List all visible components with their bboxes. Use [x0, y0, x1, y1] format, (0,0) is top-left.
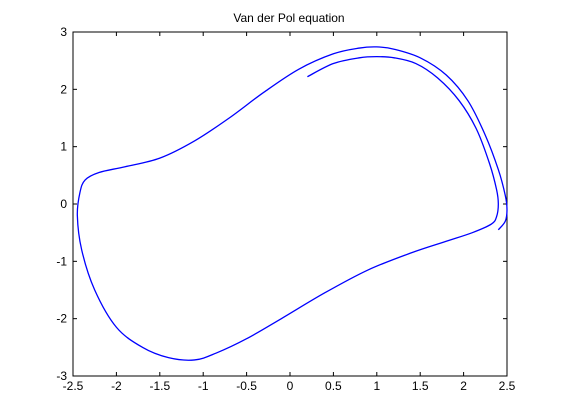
- x-tick-label: -2: [111, 379, 122, 393]
- axis-ticks: -2.5 -2 -1.5 -1 -0.5 0 0.5 1 1.5 2 2.5 -3 -2 -1 0 1 2 3: [56, 25, 515, 393]
- chart-title: Van der Pol equation: [233, 11, 344, 25]
- x-tick-label: 2: [460, 379, 467, 393]
- y-tick-label: 0: [60, 197, 67, 211]
- y-tick-label: 3: [60, 25, 67, 39]
- plot-frame: [72, 31, 508, 377]
- x-tick-label: 1.5: [412, 379, 429, 393]
- y-tick-label: -1: [56, 254, 67, 268]
- x-tick-label: 0.5: [325, 379, 342, 393]
- x-tick-label: -1: [198, 379, 209, 393]
- x-tick-label: 2.5: [499, 379, 516, 393]
- y-tick-label: 2: [60, 82, 67, 96]
- x-tick-label: -1.5: [149, 379, 170, 393]
- y-tick-label: 1: [60, 140, 67, 154]
- x-tick-label: 0: [287, 379, 294, 393]
- y-tick-label: -3: [56, 369, 67, 383]
- x-tick-label: 1: [373, 379, 380, 393]
- x-tick-label: -0.5: [236, 379, 257, 393]
- series-group: [76, 46, 508, 361]
- y-tick-label: -2: [56, 312, 67, 326]
- series-line: [76, 46, 508, 361]
- x-tick-label: -2.5: [63, 379, 84, 393]
